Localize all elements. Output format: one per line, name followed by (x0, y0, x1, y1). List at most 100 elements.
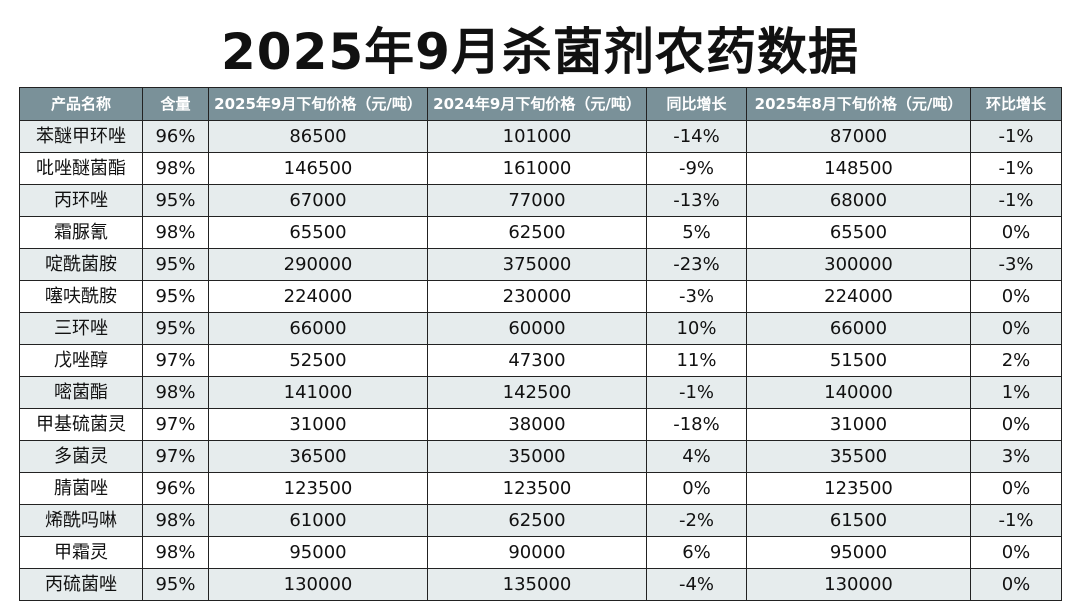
content-cell: 98% (142, 504, 209, 537)
yoy-growth-cell: -1% (646, 376, 747, 409)
product-name-cell: 嘧菌酯 (19, 376, 143, 409)
price-2025-sep-cell: 31000 (208, 408, 428, 441)
content-cell: 96% (142, 120, 209, 153)
table-row: 噻呋酰胺 95% 224000 230000 -3% 224000 0% (19, 280, 1062, 313)
table-body: 苯醚甲环唑 96% 86500 101000 -14% 87000 -1% 吡唑醚菌酯 98% 1… (19, 120, 1062, 601)
price-2025-sep-cell: 290000 (208, 248, 428, 281)
table-row: 腈菌唑 96% 123500 123500 0% 123500 0% (19, 472, 1062, 505)
mom-growth-cell: -1% (970, 504, 1062, 537)
price-2024-sep-cell: 101000 (427, 120, 647, 153)
product-name-cell: 霜脲氰 (19, 216, 143, 249)
price-2024-sep-cell: 135000 (427, 568, 647, 601)
content-cell: 97% (142, 440, 209, 473)
yoy-growth-cell: 5% (646, 216, 747, 249)
mom-growth-cell: 0% (970, 216, 1062, 249)
price-2025-aug-cell: 130000 (746, 568, 971, 601)
yoy-growth-cell: -18% (646, 408, 747, 441)
price-2025-sep-cell: 66000 (208, 312, 428, 345)
price-2025-aug-cell: 224000 (746, 280, 971, 313)
table-row: 苯醚甲环唑 96% 86500 101000 -14% 87000 -1% (19, 120, 1062, 153)
table-row: 丙环唑 95% 67000 77000 -13% 68000 -1% (19, 184, 1062, 217)
price-2025-aug-cell: 68000 (746, 184, 971, 217)
yoy-growth-cell: 10% (646, 312, 747, 345)
price-2025-aug-cell: 66000 (746, 312, 971, 345)
price-2025-sep-cell: 141000 (208, 376, 428, 409)
table-header-row: 产品名称 含量 2025年9月下旬价格（元/吨） 2024年9月下旬价格（元/吨… (19, 87, 1062, 121)
yoy-growth-cell: 4% (646, 440, 747, 473)
header-price-2025-sep: 2025年9月下旬价格（元/吨） (208, 87, 428, 121)
price-2025-aug-cell: 300000 (746, 248, 971, 281)
price-2025-sep-cell: 86500 (208, 120, 428, 153)
price-2024-sep-cell: 35000 (427, 440, 647, 473)
price-2025-sep-cell: 224000 (208, 280, 428, 313)
table-row: 甲基硫菌灵 97% 31000 38000 -18% 31000 0% (19, 408, 1062, 441)
product-name-cell: 苯醚甲环唑 (19, 120, 143, 153)
price-2025-aug-cell: 87000 (746, 120, 971, 153)
product-name-cell: 啶酰菌胺 (19, 248, 143, 281)
table-row: 嘧菌酯 98% 141000 142500 -1% 140000 1% (19, 376, 1062, 409)
mom-growth-cell: 0% (970, 280, 1062, 313)
price-2024-sep-cell: 47300 (427, 344, 647, 377)
price-2024-sep-cell: 90000 (427, 536, 647, 569)
header-price-2025-aug: 2025年8月下旬价格（元/吨） (746, 87, 971, 121)
price-2025-aug-cell: 51500 (746, 344, 971, 377)
price-2025-aug-cell: 148500 (746, 152, 971, 185)
price-2024-sep-cell: 62500 (427, 504, 647, 537)
yoy-growth-cell: 11% (646, 344, 747, 377)
price-2025-aug-cell: 95000 (746, 536, 971, 569)
price-2025-aug-cell: 35500 (746, 440, 971, 473)
price-2025-sep-cell: 65500 (208, 216, 428, 249)
product-name-cell: 戊唑醇 (19, 344, 143, 377)
content-cell: 96% (142, 472, 209, 505)
table-row: 戊唑醇 97% 52500 47300 11% 51500 2% (19, 344, 1062, 377)
yoy-growth-cell: -4% (646, 568, 747, 601)
yoy-growth-cell: 0% (646, 472, 747, 505)
price-2024-sep-cell: 62500 (427, 216, 647, 249)
header-mom-growth: 环比增长 (970, 87, 1062, 121)
header-yoy-growth: 同比增长 (646, 87, 747, 121)
price-2025-sep-cell: 36500 (208, 440, 428, 473)
mom-growth-cell: -1% (970, 184, 1062, 217)
mom-growth-cell: 0% (970, 536, 1062, 569)
product-name-cell: 烯酰吗啉 (19, 504, 143, 537)
content-cell: 98% (142, 376, 209, 409)
product-name-cell: 丙硫菌唑 (19, 568, 143, 601)
content-cell: 95% (142, 248, 209, 281)
mom-growth-cell: 2% (970, 344, 1062, 377)
content-cell: 97% (142, 408, 209, 441)
yoy-growth-cell: -3% (646, 280, 747, 313)
content-cell: 95% (142, 280, 209, 313)
price-2025-sep-cell: 146500 (208, 152, 428, 185)
price-2025-sep-cell: 52500 (208, 344, 428, 377)
mom-growth-cell: 1% (970, 376, 1062, 409)
mom-growth-cell: -1% (970, 152, 1062, 185)
product-name-cell: 噻呋酰胺 (19, 280, 143, 313)
table-row: 霜脲氰 98% 65500 62500 5% 65500 0% (19, 216, 1062, 249)
price-2024-sep-cell: 230000 (427, 280, 647, 313)
mom-growth-cell: -3% (970, 248, 1062, 281)
product-name-cell: 三环唑 (19, 312, 143, 345)
pesticide-price-table: 产品名称 含量 2025年9月下旬价格（元/吨） 2024年9月下旬价格（元/吨… (19, 87, 1062, 601)
price-2025-sep-cell: 61000 (208, 504, 428, 537)
content-cell: 98% (142, 216, 209, 249)
content-cell: 95% (142, 312, 209, 345)
price-2024-sep-cell: 375000 (427, 248, 647, 281)
table-row: 多菌灵 97% 36500 35000 4% 35500 3% (19, 440, 1062, 473)
table-row: 三环唑 95% 66000 60000 10% 66000 0% (19, 312, 1062, 345)
price-2025-aug-cell: 140000 (746, 376, 971, 409)
product-name-cell: 甲基硫菌灵 (19, 408, 143, 441)
price-2024-sep-cell: 142500 (427, 376, 647, 409)
product-name-cell: 丙环唑 (19, 184, 143, 217)
yoy-growth-cell: -14% (646, 120, 747, 153)
content-cell: 95% (142, 184, 209, 217)
yoy-growth-cell: -9% (646, 152, 747, 185)
price-2025-sep-cell: 123500 (208, 472, 428, 505)
header-price-2024-sep: 2024年9月下旬价格（元/吨） (427, 87, 647, 121)
page-title: 2025年9月杀菌剂农药数据 (221, 23, 859, 81)
table-row: 烯酰吗啉 98% 61000 62500 -2% 61500 -1% (19, 504, 1062, 537)
yoy-growth-cell: -23% (646, 248, 747, 281)
header-product-name: 产品名称 (19, 87, 143, 121)
content-cell: 98% (142, 152, 209, 185)
product-name-cell: 吡唑醚菌酯 (19, 152, 143, 185)
mom-growth-cell: -1% (970, 120, 1062, 153)
